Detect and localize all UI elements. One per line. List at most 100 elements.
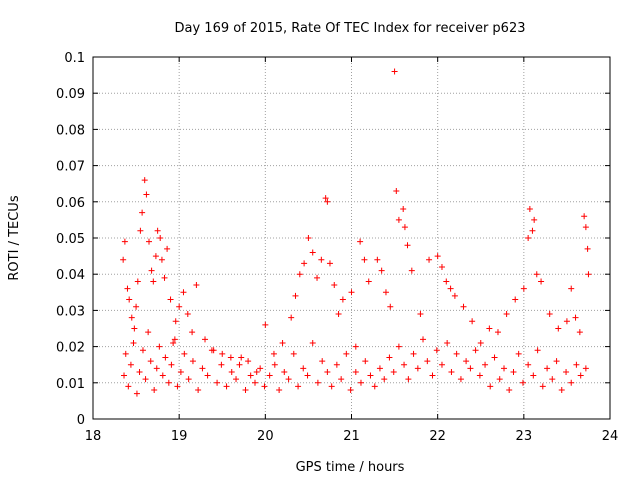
data-point bbox=[153, 365, 160, 372]
data-point bbox=[469, 318, 476, 325]
chart-title: Day 169 of 2015, Rate Of TEC Index for r… bbox=[175, 21, 526, 36]
data-point bbox=[161, 274, 168, 281]
data-point bbox=[124, 285, 131, 292]
data-point bbox=[533, 271, 540, 278]
data-point bbox=[338, 376, 345, 383]
data-point bbox=[395, 216, 402, 223]
data-point bbox=[506, 387, 513, 394]
x-tick-label: 22 bbox=[429, 429, 446, 444]
data-point bbox=[157, 235, 164, 241]
data-point bbox=[476, 372, 483, 379]
data-point bbox=[324, 198, 331, 205]
data-point bbox=[539, 383, 546, 390]
data-point bbox=[367, 372, 374, 379]
data-point bbox=[251, 379, 258, 386]
data-point bbox=[365, 278, 372, 285]
y-axis-title: ROTI / TECUs bbox=[7, 195, 22, 280]
y-tick-label: 0.02 bbox=[56, 341, 85, 356]
data-point bbox=[339, 296, 346, 303]
data-point bbox=[233, 376, 240, 383]
data-point bbox=[290, 350, 297, 357]
data-point bbox=[165, 379, 172, 386]
y-tick-label: 0.04 bbox=[56, 268, 85, 283]
data-point bbox=[193, 282, 200, 289]
data-point bbox=[544, 365, 551, 372]
y-tick-label: 0.09 bbox=[56, 87, 85, 102]
data-point bbox=[164, 245, 171, 252]
y-tick-label: 0.05 bbox=[56, 232, 85, 247]
data-point bbox=[167, 296, 174, 303]
data-point bbox=[525, 235, 532, 241]
data-point bbox=[424, 358, 431, 365]
data-point bbox=[262, 321, 269, 328]
data-point bbox=[526, 206, 533, 213]
data-point bbox=[126, 296, 133, 303]
data-point bbox=[486, 325, 493, 332]
data-point bbox=[128, 314, 135, 321]
data-point bbox=[271, 361, 278, 368]
data-point bbox=[585, 271, 592, 278]
y-tick-labels: 0 0.01 0.02 0.03 0.04 0.05 0.06 0.07 0.08 0.09 0.1 bbox=[56, 51, 85, 428]
data-point bbox=[223, 383, 230, 390]
data-point bbox=[444, 339, 451, 346]
data-point bbox=[133, 303, 140, 310]
data-point bbox=[510, 368, 517, 375]
data-point bbox=[335, 311, 342, 318]
data-point bbox=[581, 213, 588, 220]
data-point bbox=[438, 361, 445, 368]
data-point bbox=[324, 368, 331, 375]
data-point bbox=[414, 365, 421, 372]
data-point bbox=[156, 343, 163, 350]
data-point bbox=[218, 361, 225, 368]
data-point bbox=[141, 177, 148, 184]
data-points bbox=[120, 68, 592, 397]
data-point bbox=[401, 224, 408, 231]
data-point bbox=[343, 350, 350, 357]
data-point bbox=[549, 376, 556, 383]
data-point bbox=[228, 368, 235, 375]
data-point bbox=[448, 368, 455, 375]
data-point bbox=[362, 358, 369, 365]
data-point bbox=[348, 289, 355, 296]
data-point bbox=[208, 347, 215, 354]
data-point bbox=[219, 350, 226, 357]
data-point bbox=[172, 318, 179, 325]
data-point bbox=[261, 383, 268, 390]
data-point bbox=[553, 358, 560, 365]
data-point bbox=[328, 383, 335, 390]
data-point bbox=[242, 387, 249, 394]
data-point bbox=[404, 242, 411, 249]
data-point bbox=[408, 267, 415, 274]
data-point bbox=[180, 289, 187, 296]
data-point bbox=[326, 260, 333, 267]
data-point bbox=[378, 267, 385, 274]
data-point bbox=[292, 292, 299, 299]
data-point bbox=[121, 372, 128, 379]
data-point bbox=[420, 336, 427, 343]
data-point bbox=[162, 354, 169, 361]
data-point bbox=[347, 387, 354, 394]
data-point bbox=[151, 387, 158, 394]
data-point bbox=[529, 227, 536, 234]
data-point bbox=[285, 376, 292, 383]
y-tick-label: 0.1 bbox=[64, 51, 85, 66]
data-point bbox=[568, 379, 575, 386]
data-point bbox=[520, 285, 527, 292]
data-point bbox=[171, 336, 178, 343]
data-point bbox=[573, 361, 580, 368]
data-point bbox=[395, 343, 402, 350]
data-point bbox=[563, 318, 570, 325]
data-point bbox=[150, 278, 157, 285]
data-point bbox=[245, 358, 252, 365]
x-tick-labels: 18 19 20 21 22 23 24 bbox=[85, 429, 619, 444]
data-point bbox=[189, 329, 196, 336]
data-point bbox=[576, 329, 583, 336]
data-point bbox=[501, 365, 508, 372]
data-point bbox=[301, 260, 308, 267]
data-point bbox=[460, 303, 467, 310]
data-point bbox=[139, 209, 146, 216]
data-point bbox=[305, 235, 312, 241]
data-point bbox=[494, 329, 501, 336]
data-point bbox=[319, 358, 326, 365]
data-point bbox=[331, 282, 338, 289]
